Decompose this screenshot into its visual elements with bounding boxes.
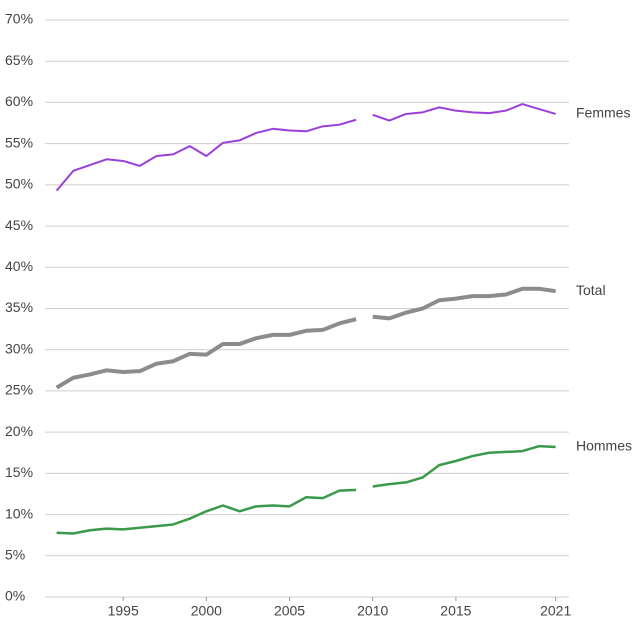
y-tick-label: 20% xyxy=(5,423,33,439)
y-tick-label: 45% xyxy=(5,217,33,233)
y-tick-label: 10% xyxy=(5,505,33,521)
y-tick-label: 15% xyxy=(5,464,33,480)
y-tick-label: 60% xyxy=(5,93,33,109)
line-label: Hommes xyxy=(576,438,632,454)
x-tick-label: 2021 xyxy=(540,603,571,619)
line-label: Total xyxy=(576,282,606,298)
line xyxy=(55,286,556,390)
x-tick-label: 2015 xyxy=(440,603,471,619)
y-tick-label: 70% xyxy=(5,11,33,27)
y-tick-label: 55% xyxy=(5,134,33,150)
x-tick-label: 2000 xyxy=(191,603,222,619)
y-tick-label: 40% xyxy=(5,258,33,274)
y-tick-label: 50% xyxy=(5,176,33,192)
x-tick-label: 1995 xyxy=(108,603,139,619)
y-tick-label: 30% xyxy=(5,340,33,356)
y-tick-label: 35% xyxy=(5,299,33,315)
line xyxy=(55,103,556,192)
y-tick-label: 65% xyxy=(5,52,33,68)
y-tick-label: 25% xyxy=(5,382,33,398)
line xyxy=(56,444,556,535)
line-label: Femmes xyxy=(576,105,630,121)
x-tick-label: 2005 xyxy=(274,603,305,619)
y-tick-label: 5% xyxy=(5,546,25,562)
y-tick-label: 0% xyxy=(5,588,25,604)
x-tick-label: 2010 xyxy=(357,603,388,619)
